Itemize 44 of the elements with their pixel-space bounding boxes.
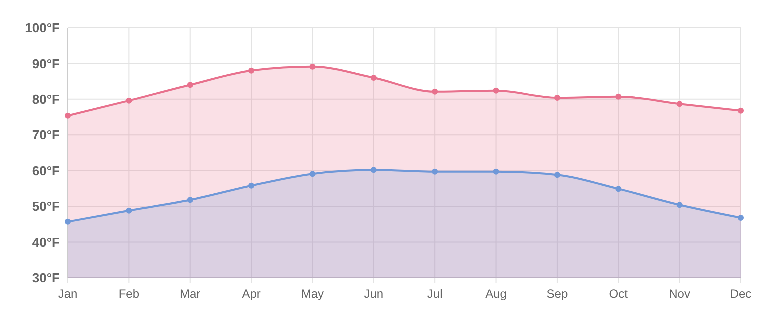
point xyxy=(65,218,71,225)
x-tick-label: Jan xyxy=(58,287,78,301)
point xyxy=(187,82,194,88)
point xyxy=(676,202,683,208)
point xyxy=(738,108,744,114)
point xyxy=(370,167,377,174)
x-tick-label: Oct xyxy=(609,287,629,301)
x-tick-label: Sep xyxy=(546,287,568,301)
x-tick-label: May xyxy=(301,287,324,301)
y-tick-label: 60°F xyxy=(32,163,60,178)
point xyxy=(432,168,438,175)
point xyxy=(310,64,316,70)
point xyxy=(248,68,255,74)
x-tick-label: Jun xyxy=(364,287,384,301)
point xyxy=(432,88,438,95)
point xyxy=(126,208,132,214)
x-tick-label: Mar xyxy=(180,287,201,301)
point xyxy=(676,101,683,108)
x-tick-label: Nov xyxy=(669,287,690,301)
point xyxy=(65,112,71,119)
point xyxy=(493,168,500,175)
point xyxy=(616,186,622,192)
point xyxy=(738,215,744,221)
x-tick-label: Feb xyxy=(118,287,140,301)
y-tick-label: 80°F xyxy=(32,92,60,107)
x-tick-label: Aug xyxy=(486,287,507,301)
point xyxy=(554,172,560,178)
point xyxy=(370,75,377,81)
y-tick-label: 30°F xyxy=(32,270,60,286)
point xyxy=(493,88,500,94)
point xyxy=(187,197,194,204)
point xyxy=(554,95,560,101)
point xyxy=(248,182,255,189)
y-tick-label: 40°F xyxy=(32,234,60,250)
y-tick-label: 50°F xyxy=(32,199,60,214)
point xyxy=(616,94,622,100)
point xyxy=(126,98,132,104)
y-tick-label: 70°F xyxy=(32,128,60,143)
x-tick-label: Apr xyxy=(242,287,261,301)
y-tick-label: 100°F xyxy=(25,20,60,36)
y-tick-label: 90°F xyxy=(32,56,60,72)
point xyxy=(310,171,316,178)
x-tick-label: Dec xyxy=(730,287,752,301)
x-tick-label: Jul xyxy=(427,287,443,301)
